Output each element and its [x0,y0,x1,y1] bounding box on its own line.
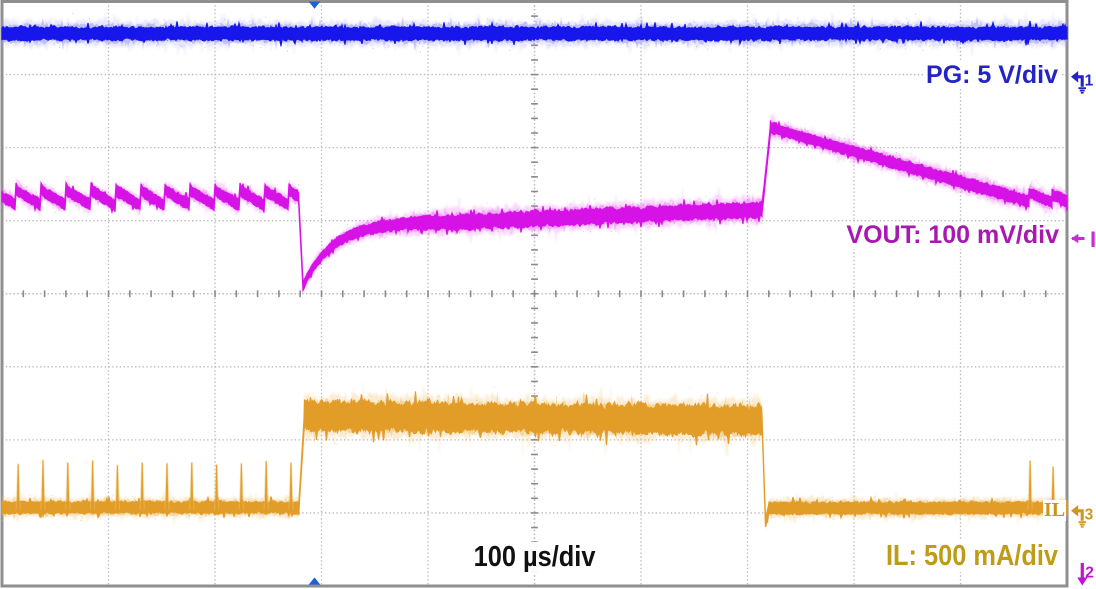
graticule-grid [0,0,1069,588]
vout-reference-arrow [1071,231,1095,247]
il-channel-label: IL: 500 mA/div [883,541,1061,572]
trace-il [1,380,1068,533]
svg-text:3: 3 [1085,506,1094,523]
trigger-marker-bottom [308,577,321,585]
ground-reference-icon: 1 [1071,71,1094,94]
channel-reference-markers: 1 3 2 [1071,71,1095,586]
il-trace-tag: IL [1043,499,1066,521]
trigger-marker-top [308,1,321,9]
ch2-offscreen-arrow: 2 [1077,563,1094,586]
waveform-traces [1,9,1068,533]
trigger-position-markers [308,1,321,585]
svg-text:1: 1 [1085,72,1094,89]
vout-channel-label: VOUT: 100 mV/div [843,222,1062,249]
timebase-label: 100 µs/div [471,542,599,573]
pg-channel-label: PG: 5 V/div [923,62,1061,89]
ground-reference-icon: 3 [1071,505,1094,528]
trace-vout [1,110,1068,294]
svg-text:2: 2 [1085,565,1094,582]
trace-pg [1,9,1068,58]
